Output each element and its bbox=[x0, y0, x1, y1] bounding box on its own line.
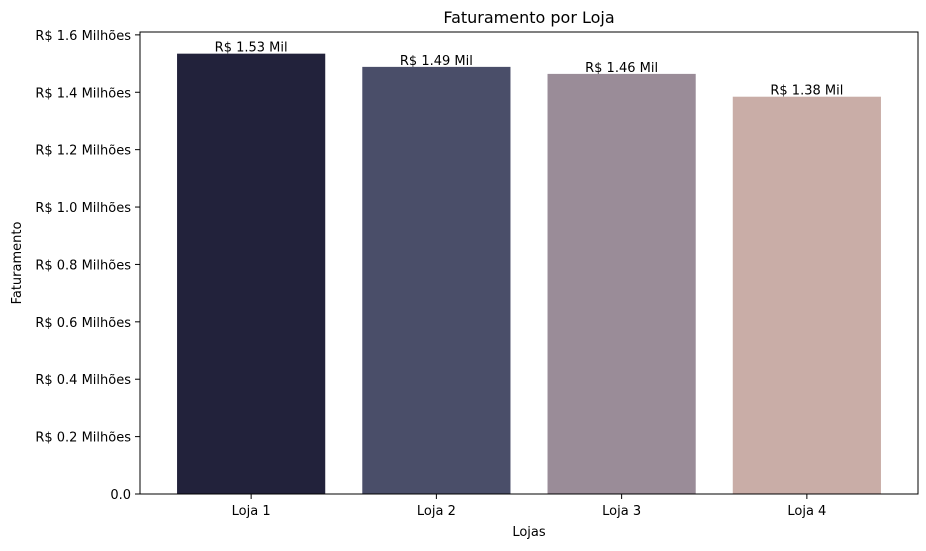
bar-value-label-3: R$ 1.46 Mil bbox=[585, 61, 658, 76]
y-axis-ticks: 0.0 R$ 0.2 Milhões R$ 0.4 Milhões R$ 0.6 Mi… bbox=[35, 29, 140, 503]
plot-frame bbox=[139, 31, 919, 495]
y-tick-label-4: R$ 0.8 Milhões bbox=[35, 258, 131, 273]
x-axis-ticks: Loja 1 Loja 2 Loja 3 Loja 4 bbox=[232, 494, 826, 519]
y-tick-label-6: R$ 1.2 Milhões bbox=[35, 144, 131, 159]
x-tick-label-1: Loja 1 bbox=[232, 504, 271, 519]
x-tick-label-2: Loja 2 bbox=[417, 504, 456, 519]
y-tick-label-3: R$ 0.6 Milhões bbox=[35, 316, 131, 331]
data-labels-layer: R$ 1.53 Mil R$ 1.49 Mil R$ 1.46 Mil R$ 1.38… bbox=[215, 41, 844, 99]
y-axis-label: Faturamento bbox=[10, 222, 25, 305]
bars-layer bbox=[177, 53, 881, 495]
y-tick-label-1: R$ 0.2 Milhões bbox=[35, 431, 131, 446]
y-tick-label-7: R$ 1.4 Milhões bbox=[35, 86, 131, 101]
bar-4 bbox=[732, 96, 881, 494]
chart-title: Faturamento por Loja bbox=[443, 8, 614, 27]
bar-value-label-4: R$ 1.38 Mil bbox=[770, 84, 843, 99]
bar-2 bbox=[362, 66, 511, 494]
bar-1 bbox=[177, 53, 326, 495]
y-tick-label-8: R$ 1.6 Milhões bbox=[35, 29, 131, 44]
bar-value-label-1: R$ 1.53 Mil bbox=[215, 41, 288, 56]
x-axis-label: Lojas bbox=[512, 525, 546, 540]
x-tick-label-3: Loja 3 bbox=[602, 504, 641, 519]
y-tick-label-2: R$ 0.4 Milhões bbox=[35, 373, 131, 388]
y-tick-label-0: 0.0 bbox=[110, 488, 131, 503]
x-tick-label-4: Loja 4 bbox=[787, 504, 826, 519]
bar-3 bbox=[547, 73, 696, 494]
y-tick-label-5: R$ 1.0 Milhões bbox=[35, 201, 131, 216]
bar-value-label-2: R$ 1.49 Mil bbox=[400, 54, 473, 69]
